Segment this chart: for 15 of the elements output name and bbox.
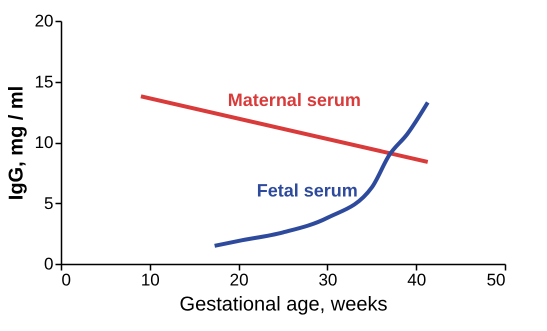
- x-tick-label: 0: [62, 270, 71, 290]
- x-axis-title: Gestational age, weeks: [180, 294, 388, 316]
- y-tick-label: 10: [34, 133, 54, 152]
- x-tick-label: 10: [140, 270, 160, 290]
- y-tick-label: 0: [44, 254, 54, 274]
- x-tick-label: 40: [407, 270, 426, 290]
- series-label: Fetal serum: [256, 180, 358, 200]
- y-tick-label: 20: [34, 12, 54, 30]
- x-tick-label: 50: [486, 270, 506, 290]
- x-tick-label: 20: [230, 270, 249, 290]
- y-tick-label: 5: [44, 194, 54, 213]
- x-tick-label: 30: [318, 270, 338, 290]
- y-axis-title: IgG, mg / ml: [6, 86, 28, 200]
- y-tick-label: 15: [34, 72, 54, 92]
- series-label: Maternal serum: [228, 90, 361, 110]
